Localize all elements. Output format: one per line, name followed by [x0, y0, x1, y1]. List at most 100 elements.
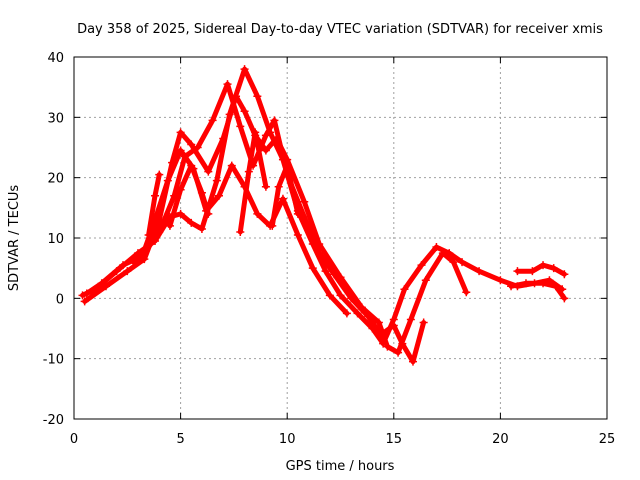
- data-point: [176, 146, 185, 155]
- data-point: [342, 309, 351, 318]
- y-axis-label: SDTVAR / TECUs: [7, 185, 22, 292]
- data-point: [408, 357, 417, 366]
- data-point: [236, 227, 245, 236]
- y-tick-label: 10: [47, 232, 64, 247]
- data-point: [293, 209, 302, 218]
- data-point: [432, 243, 441, 252]
- data-point: [336, 291, 345, 300]
- series-track-7: [236, 128, 270, 236]
- data-point: [165, 221, 174, 230]
- data-point: [251, 128, 260, 137]
- data-point: [123, 267, 132, 276]
- data-point: [155, 170, 164, 179]
- series-track-4: [129, 146, 351, 318]
- y-tick-label: 40: [47, 51, 64, 66]
- grid-lines: [74, 57, 607, 419]
- x-axis-label: GPS time / hours: [286, 459, 395, 474]
- series-track-6: [165, 161, 213, 230]
- x-tick-label: 25: [599, 432, 616, 447]
- series-track-9: [513, 261, 569, 279]
- series-track-5: [144, 170, 164, 239]
- data-point: [560, 294, 569, 303]
- data-point: [97, 279, 106, 288]
- data-point: [187, 161, 196, 170]
- data-point: [268, 221, 277, 230]
- data-point: [549, 264, 558, 273]
- data-point: [270, 116, 279, 125]
- data-point: [253, 92, 262, 101]
- data-point: [308, 264, 317, 273]
- data-point: [394, 348, 403, 357]
- data-point: [204, 167, 213, 176]
- y-tick-label: 30: [47, 111, 64, 126]
- data-point: [507, 282, 516, 291]
- data-point: [475, 267, 484, 276]
- data-point: [560, 270, 569, 279]
- data-point: [274, 182, 283, 191]
- data-point: [119, 261, 128, 270]
- data-point: [187, 140, 196, 149]
- data-point: [528, 267, 537, 276]
- data-point: [551, 282, 560, 291]
- x-axis-ticks: 0 5 10 15 20 25: [70, 57, 615, 447]
- data-point: [236, 122, 245, 131]
- data-point: [197, 188, 206, 197]
- y-tick-label: -10: [43, 353, 64, 368]
- data-point: [219, 134, 228, 143]
- y-tick-label: -20: [43, 413, 64, 428]
- data-point: [417, 261, 426, 270]
- y-tick-label: 0: [56, 292, 64, 307]
- data-point: [193, 143, 202, 152]
- data-point: [140, 246, 149, 255]
- data-point: [496, 276, 505, 285]
- data-point: [240, 107, 249, 116]
- data-point: [208, 116, 217, 125]
- data-point: [253, 209, 262, 218]
- data-point: [353, 309, 362, 318]
- data-point: [197, 224, 206, 233]
- data-point: [406, 315, 415, 324]
- data-point: [176, 185, 185, 194]
- data-point: [330, 270, 339, 279]
- data-point: [151, 191, 160, 200]
- series-track-8: [268, 161, 302, 230]
- data-point: [240, 65, 249, 74]
- data-point: [204, 209, 213, 218]
- data-point: [419, 318, 428, 327]
- data-point: [377, 330, 386, 339]
- data-point: [521, 279, 530, 288]
- data-point: [374, 318, 383, 327]
- data-point: [227, 161, 236, 170]
- data-series: [78, 65, 569, 366]
- data-point: [223, 80, 232, 89]
- data-point: [364, 312, 373, 321]
- data-point: [458, 258, 467, 267]
- data-point: [347, 294, 356, 303]
- data-point: [400, 285, 409, 294]
- data-point: [383, 342, 392, 351]
- data-point: [449, 258, 458, 267]
- data-point: [155, 227, 164, 236]
- y-axis-ticks: -20 -10 0 10 20 30 40: [43, 51, 607, 428]
- x-tick-label: 10: [279, 432, 296, 447]
- data-point: [300, 212, 309, 221]
- data-point: [462, 288, 471, 297]
- x-tick-label: 15: [386, 432, 403, 447]
- series-track-10: [507, 279, 569, 303]
- data-point: [293, 230, 302, 239]
- data-point: [539, 279, 548, 288]
- data-point: [144, 230, 153, 239]
- data-point: [244, 167, 253, 176]
- data-point: [398, 339, 407, 348]
- data-point: [513, 267, 522, 276]
- data-point: [300, 197, 309, 206]
- data-point: [438, 249, 447, 258]
- data-point: [187, 218, 196, 227]
- data-point: [283, 161, 292, 170]
- x-tick-label: 5: [176, 432, 184, 447]
- x-tick-label: 0: [70, 432, 78, 447]
- data-point: [325, 291, 334, 300]
- data-point: [129, 258, 138, 267]
- data-point: [261, 146, 270, 155]
- data-point: [389, 321, 398, 330]
